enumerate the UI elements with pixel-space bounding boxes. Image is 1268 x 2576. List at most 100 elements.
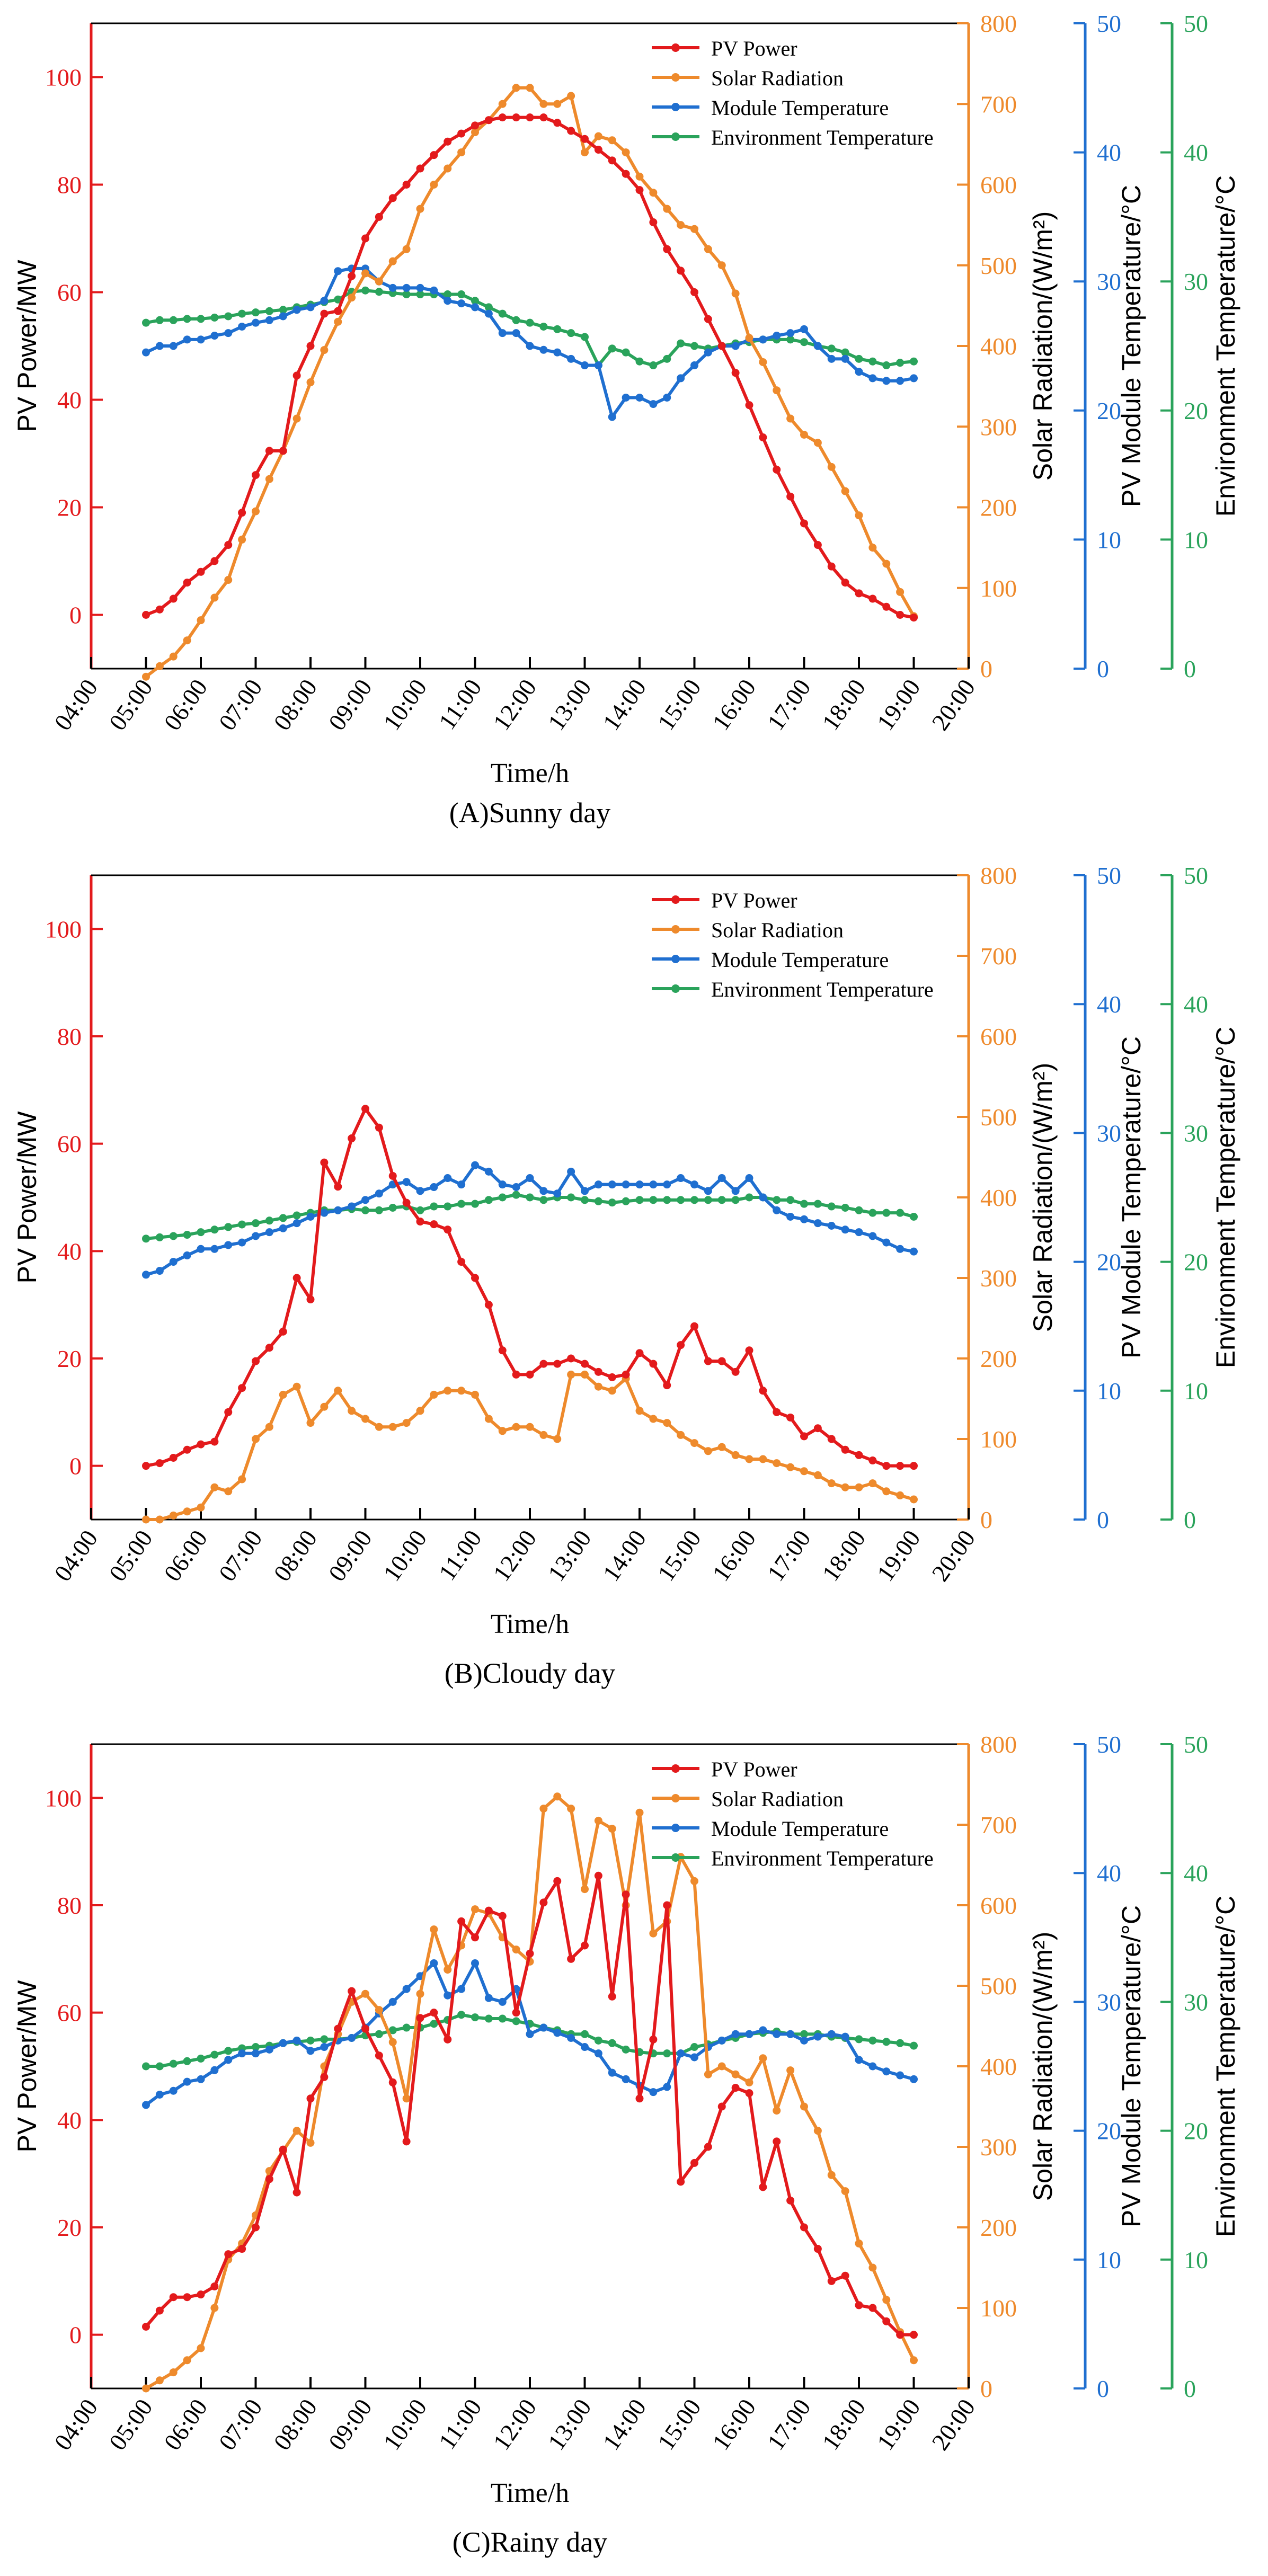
panel-caption: (B)Cloudy day xyxy=(445,1657,615,1689)
pv-data-point xyxy=(827,562,836,571)
solar-data-point xyxy=(717,2062,726,2071)
x-axis-tick-label: 18:00 xyxy=(817,674,871,735)
env-data-point xyxy=(512,1191,520,1199)
solar-data-point xyxy=(320,346,329,354)
solar-data-point xyxy=(197,2344,205,2352)
module-data-point xyxy=(663,2083,671,2091)
module-axis-tick-label: 0 xyxy=(1097,2375,1109,2402)
env-data-point xyxy=(690,2043,698,2051)
solar-data-point xyxy=(608,1387,616,1395)
env-data-point xyxy=(649,1196,658,1204)
module-axis-tick-label: 40 xyxy=(1097,139,1121,166)
module-data-point xyxy=(813,1219,822,1228)
module-data-point xyxy=(484,1167,493,1176)
x-axis-tick-label: 17:00 xyxy=(762,1525,816,1586)
pv-data-point xyxy=(635,1349,644,1357)
solar-data-point xyxy=(635,1407,644,1415)
module-data-point xyxy=(855,2056,863,2064)
x-axis-tick-label: 06:00 xyxy=(158,2394,212,2455)
env-data-point xyxy=(169,316,178,324)
pv-data-point xyxy=(745,2089,753,2098)
x-axis-tick-label: 14:00 xyxy=(597,674,651,735)
module-axis-tick-label: 10 xyxy=(1097,2246,1121,2273)
legend-label: Solar Radiation xyxy=(711,66,844,90)
pv-data-point xyxy=(375,1123,383,1132)
solar-data-point xyxy=(827,2171,836,2179)
module-data-point xyxy=(800,325,808,333)
pv-data-point xyxy=(484,1301,493,1309)
pv-data-point xyxy=(498,113,507,122)
env-data-point xyxy=(539,322,548,331)
module-data-point xyxy=(786,2030,795,2038)
module-data-point xyxy=(169,342,178,350)
env-data-point xyxy=(444,290,452,299)
module-data-point xyxy=(444,1991,452,2000)
solar-axis-tick-label: 200 xyxy=(980,1345,1017,1372)
module-data-point xyxy=(210,1245,219,1253)
pv-data-point xyxy=(704,315,712,323)
solar-data-point xyxy=(320,1402,329,1411)
env-data-point xyxy=(773,1196,781,1204)
module-data-point xyxy=(457,1985,466,1993)
solar-axis-tick-label: 100 xyxy=(980,1426,1017,1453)
solar-data-point xyxy=(252,507,260,516)
pv-axis-title: PV Power/MW xyxy=(12,1111,42,1284)
solar-data-point xyxy=(581,1370,589,1379)
pv-data-point xyxy=(896,611,905,619)
module-data-point xyxy=(306,303,315,312)
module-data-point xyxy=(416,283,424,292)
solar-axis-tick-label: 0 xyxy=(980,655,992,682)
x-axis-tick-label: 13:00 xyxy=(543,2394,597,2455)
env-data-point xyxy=(704,1196,712,1204)
module-data-point xyxy=(855,1228,863,1237)
legend-swatch-marker xyxy=(671,1764,680,1773)
pv-data-point xyxy=(361,2024,369,2033)
pv-data-point xyxy=(745,1346,753,1355)
pv-data-point xyxy=(581,1941,589,1950)
module-data-point xyxy=(677,2049,685,2058)
x-axis-tick-label: 16:00 xyxy=(707,674,761,735)
env-data-point xyxy=(717,1196,726,1204)
solar-data-point xyxy=(855,2239,863,2248)
solar-axis-tick-label: 700 xyxy=(980,91,1017,118)
solar-data-point xyxy=(183,2356,191,2365)
module-data-point xyxy=(759,335,767,344)
solar-data-point xyxy=(238,1475,246,1484)
module-data-point xyxy=(635,1180,644,1189)
env-data-point xyxy=(827,1202,836,1211)
legend-label: Module Temperature xyxy=(711,96,889,120)
series-pv xyxy=(142,1871,918,2339)
module-data-point xyxy=(841,2032,849,2041)
module-axis-tick-label: 40 xyxy=(1097,991,1121,1018)
solar-data-point xyxy=(649,1929,658,1938)
solar-data-point xyxy=(169,2368,178,2377)
solar-data-point xyxy=(444,164,452,173)
module-data-point xyxy=(292,2036,301,2045)
pv-data-point xyxy=(868,1456,877,1465)
env-data-point xyxy=(745,1193,753,1202)
solar-axis-tick-label: 700 xyxy=(980,943,1017,970)
pv-data-point xyxy=(759,2183,767,2191)
module-data-point xyxy=(731,342,740,350)
pv-data-point xyxy=(841,1445,849,1454)
module-data-point xyxy=(539,2023,548,2032)
pv-data-point xyxy=(444,2035,452,2044)
solar-data-point xyxy=(786,1463,795,1471)
solar-data-point xyxy=(813,1471,822,1479)
solar-data-point xyxy=(498,1427,507,1435)
pv-axis-title: PV Power/MW xyxy=(12,260,42,432)
module-data-point xyxy=(292,306,301,314)
x-axis-tick-label: 09:00 xyxy=(323,674,377,735)
env-data-point xyxy=(663,2049,671,2058)
solar-axis-tick-label: 400 xyxy=(980,2053,1017,2080)
pv-data-point xyxy=(444,1225,452,1234)
solar-axis-tick-label: 600 xyxy=(980,172,1017,199)
env-axis-tick-label: 30 xyxy=(1184,1120,1208,1147)
env-data-point xyxy=(142,2062,150,2071)
env-data-point xyxy=(402,290,411,299)
pv-axis-tick-label: 100 xyxy=(45,64,82,91)
pv-data-point xyxy=(252,1357,260,1365)
pv-data-point xyxy=(142,611,150,619)
pv-data-point xyxy=(896,2331,905,2339)
